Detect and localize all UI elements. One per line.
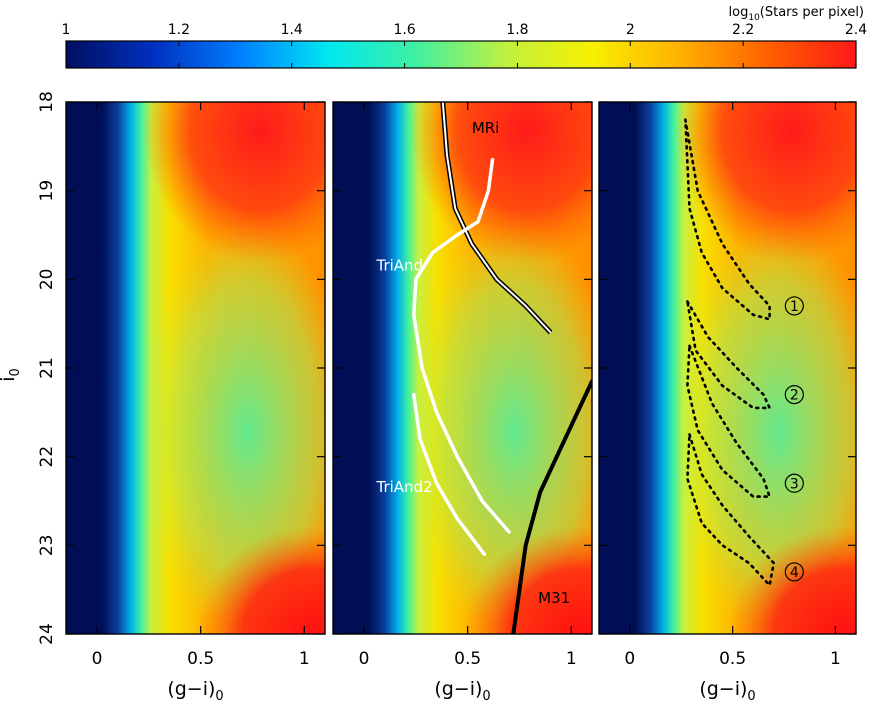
y-tick-label: 24 [37, 623, 57, 645]
y-axis-label: i0 [0, 368, 23, 382]
heatmap-red-top [66, 102, 325, 395]
heatmap-red-top [333, 102, 592, 395]
colorbar-tick-label: 1.2 [168, 22, 190, 38]
label-circle-2 [784, 385, 804, 405]
y-axis: 18 19 20 21 22 23 24 i0 [0, 91, 57, 645]
label-triand2: TriAnd2 [376, 478, 433, 496]
selection-box-3 [686, 344, 772, 498]
y-tick-label: 20 [37, 269, 57, 291]
x-tick-label: 0 [359, 649, 370, 669]
label-mri: MRi [472, 119, 500, 137]
label-circle-1 [784, 296, 804, 316]
colorbar-strip [65, 40, 857, 69]
x-tick-label: 0 [92, 649, 103, 669]
label-box-4: 4 [790, 565, 799, 581]
heatmap-red-bottom [66, 394, 325, 634]
panel-left: 0 0.5 1 (g−i)0 [65, 101, 326, 702]
selection-box-4 [686, 433, 776, 588]
label-triand: TriAnd [376, 256, 424, 274]
colorbar-tick-label: 2.2 [732, 22, 754, 38]
colorbar-tick-label: 1.4 [281, 22, 303, 38]
curve-MRi-inner [441, 102, 552, 334]
curve-TriAnd [412, 157, 511, 534]
y-tick-label: 19 [37, 180, 57, 202]
x-tick-label: 0 [624, 649, 635, 669]
heatmap-red-top [599, 102, 856, 395]
x-tick-label: 1 [830, 649, 841, 669]
y-tick-label: 21 [37, 357, 57, 379]
panel-middle: MRi TriAnd TriAnd2 M31 0 0.5 1 (g−i)0 [332, 101, 593, 702]
selection-box-1 [684, 118, 771, 321]
colorbar-label: log10(Stars per pixel) [729, 5, 864, 23]
panels: 0 0.5 1 (g−i)0 MRi TriAnd TriAnd2 M31 0 0.5 1 (g−i)… [65, 101, 857, 702]
heatmap [599, 102, 856, 634]
x-axis-label: (g−i)0 [167, 678, 223, 702]
colorbar-tick-label: 1.6 [393, 22, 415, 38]
colorbar-tick-label: 2 [626, 22, 635, 38]
heatmap [66, 102, 325, 634]
y-tick-label: 22 [37, 446, 57, 468]
heatmap [333, 102, 592, 634]
x-axis-label: (g−i)0 [434, 678, 490, 702]
x-tick-label: 0.5 [719, 649, 746, 669]
curve-M31 [511, 379, 592, 634]
y-tick-label: 23 [37, 535, 57, 557]
label-m31: M31 [538, 589, 570, 607]
label-circle-4 [784, 562, 804, 582]
x-tick-label: 1 [566, 649, 577, 669]
colorbar-tick-label: 1 [62, 22, 71, 38]
label-box-3: 3 [790, 476, 799, 492]
x-tick-label: 0.5 [187, 649, 214, 669]
curve-TriAnd2 [412, 392, 487, 556]
label-box-1: 1 [790, 299, 799, 315]
panel-right: 1 2 3 4 0 0.5 1 (g−i)0 [598, 101, 857, 702]
heatmap-red-bottom [333, 394, 592, 634]
colorbar-tick-label: 2.4 [845, 22, 867, 38]
x-axis-label: (g−i)0 [699, 678, 755, 702]
label-box-2: 2 [790, 388, 799, 404]
x-tick-label: 0.5 [454, 649, 481, 669]
x-tick-label: 1 [299, 649, 310, 669]
colorbar-tick-label: 1.8 [506, 22, 528, 38]
selection-box-2 [686, 300, 772, 410]
label-circle-3 [784, 473, 804, 493]
y-tick-label: 18 [37, 91, 57, 113]
heatmap-red-bottom [599, 394, 856, 634]
